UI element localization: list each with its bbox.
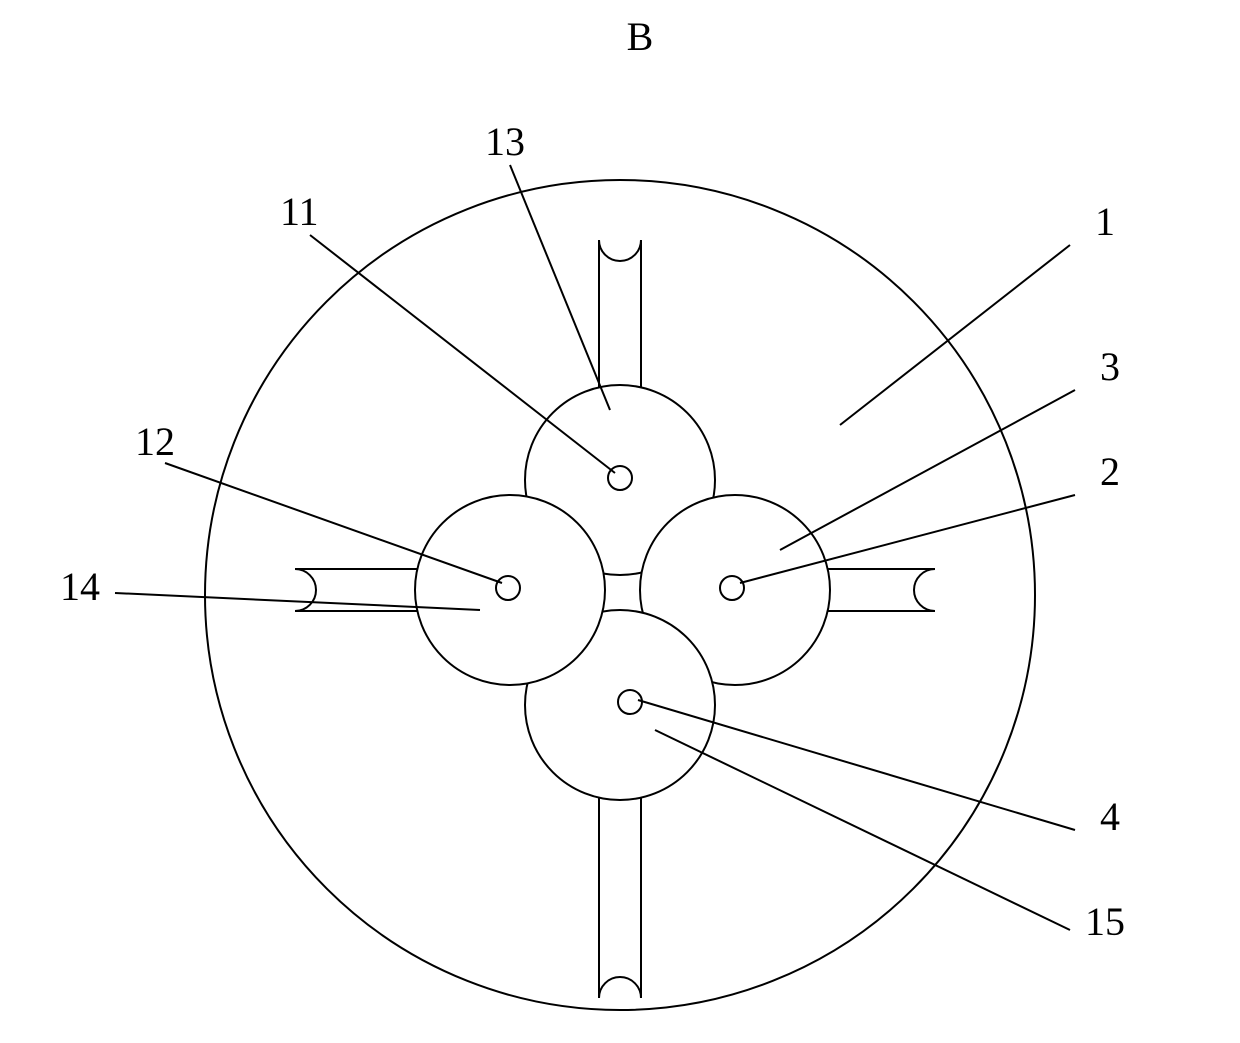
leader-line-11 xyxy=(310,235,615,473)
callout-label-12: 12 xyxy=(135,419,175,464)
leader-line-15 xyxy=(655,730,1070,930)
inner-circle-left xyxy=(415,495,605,685)
leader-line-13 xyxy=(510,165,610,410)
outer-circle xyxy=(205,180,1035,1010)
callout-label-3: 3 xyxy=(1100,344,1120,389)
callout-label-13: 13 xyxy=(485,119,525,164)
leader-line-4 xyxy=(638,700,1075,830)
callout-label-14: 14 xyxy=(60,564,100,609)
leader-line-1 xyxy=(840,245,1070,425)
callout-label-1: 1 xyxy=(1095,199,1115,244)
callout-label-11: 11 xyxy=(280,189,319,234)
leader-line-3 xyxy=(780,390,1075,550)
callout-label-2: 2 xyxy=(1100,449,1120,494)
figure-label: B xyxy=(627,14,654,59)
mechanical-diagram: B 12341112131415 xyxy=(0,0,1240,1043)
callout-label-15: 15 xyxy=(1085,899,1125,944)
callout-label-4: 4 xyxy=(1100,794,1120,839)
